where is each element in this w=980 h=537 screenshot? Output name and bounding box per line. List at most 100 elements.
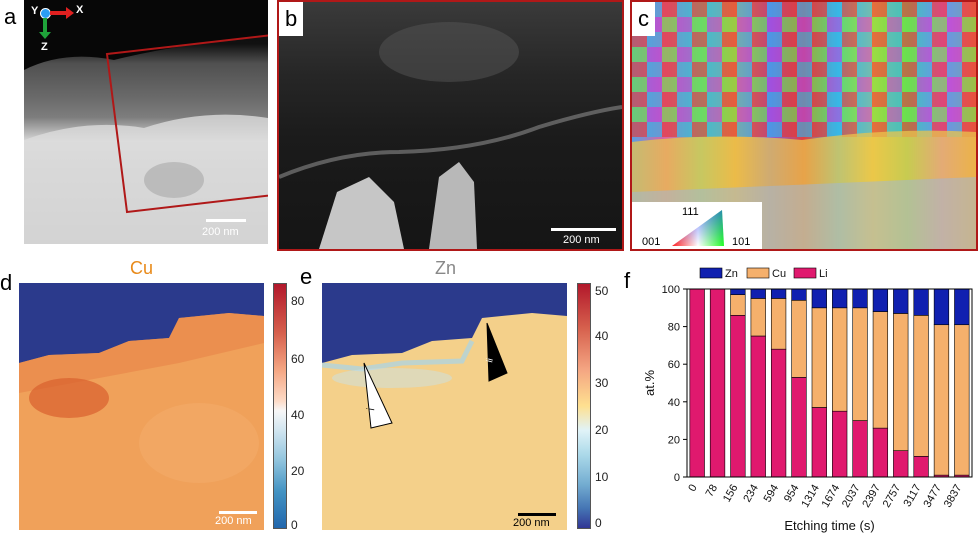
bar-cu-2037 [852,307,868,421]
panel-e-scale-label: 200 nm [513,517,550,529]
bar-cu-3117 [913,315,929,457]
bar-li-1674 [832,410,848,478]
legend-swatch-cu [746,267,770,279]
panel-a-overlay [24,0,268,244]
panel-b-scale-label: 200 nm [563,234,600,246]
bar-cu-234 [750,298,766,337]
bar-cu-594 [770,298,787,350]
bar-cu-2397 [872,311,889,429]
x-tick-label: 156 [721,483,741,505]
ipf-label-001: 001 [642,236,661,248]
panel-d-scalebar [219,511,257,514]
panel-a-stem-image: X Y Z 200 nm [24,0,268,244]
panel-e-overlay: i ii [322,283,567,429]
panel-c-orientation-map: c 111 001 101 [630,0,978,251]
bar-cu-3837 [954,324,970,476]
chart-legend: Zn Cu Li [699,267,828,280]
bar-li-1314 [811,407,827,478]
y-tick-label: 60 [668,359,680,371]
cb-d-tick-40: 40 [291,408,305,422]
y-tick-label: 20 [668,434,680,446]
wedge-ii [486,322,508,382]
x-tick-label: 78 [704,483,721,500]
panel-a-scalebar [206,219,246,222]
bar-zn-156 [730,288,746,295]
legend-label-zn: Zn [725,268,738,280]
axis-glyph: X Y Z [30,4,90,54]
cb-d-tick-80: 80 [291,294,305,308]
legend-swatch-zn [699,267,723,279]
x-tick-label: 2757 [881,483,904,510]
x-tick-label: 1314 [799,483,822,510]
bar-zn-1314 [811,288,827,309]
cb-e-tick-40: 40 [595,329,609,343]
bar-li-156 [730,315,746,478]
bar-zn-2037 [852,288,868,309]
cb-e-tick-0: 0 [595,516,602,530]
panel-e-label: e [300,264,313,289]
bar-li-954 [791,377,807,478]
panel-e-colorbar-ticks: 50 40 30 20 10 0 [595,284,609,530]
region-of-interest-box [105,34,268,214]
y-tick-label: 40 [668,397,680,409]
panel-c-label: c [632,2,655,36]
panel-a-scale-label: 200 nm [202,226,239,238]
bar-cu-1314 [811,307,827,408]
x-axis-label: Etching time (s) [784,518,874,533]
bar-zn-954 [791,288,807,301]
z-axis-arrow-head [39,32,51,39]
legend-label-li: Li [819,268,828,280]
axis-x-label: X [76,4,84,16]
x-tick-label: 3117 [901,483,923,509]
bar-li-2037 [852,420,868,478]
panel-d-colorbar [273,283,287,529]
bar-zn-3837 [954,288,970,326]
x-tick-label: 3837 [942,483,965,510]
cb-e-tick-50: 50 [595,284,609,298]
panel-e-title: Zn [435,258,457,278]
bar-zn-2757 [893,288,909,314]
bar-cu-954 [791,299,807,378]
cb-e-tick-20: 20 [595,423,609,437]
cb-d-tick-20: 20 [291,464,305,478]
y-tick-label: 100 [662,284,680,296]
y-tick-label: 80 [668,322,680,334]
ipf-triangle-icon [672,210,724,246]
bar-li-2397 [872,427,889,478]
cb-e-tick-30: 30 [595,376,609,390]
x-tick-label: 594 [762,483,782,505]
x-tick-label: 2037 [840,483,863,510]
panel-f-label: f [624,268,631,293]
panel-e-scalebar [518,513,556,516]
y-tick-label: 0 [674,472,680,484]
ipf-legend: 111 001 101 [632,202,762,249]
x-tick-label: 3477 [921,483,944,510]
panel-d-scale-label: 200 nm [215,515,252,527]
bar-cu-1674 [832,307,848,412]
bar-li-78 [709,288,726,478]
ipf-label-101: 101 [732,236,751,248]
wedge-ii-label: ii [484,357,495,363]
x-tick-label: 234 [741,483,761,505]
panel-b-label: b [279,2,304,36]
panel-e-zn-map: i ii 200 nm [322,283,567,530]
bar-zn-594 [770,288,787,299]
z-axis-arrow-icon [43,18,47,34]
x-tick-label: 2397 [860,483,883,510]
panel-d-cu-map: 200 nm [19,283,264,530]
wedge-i [363,362,393,429]
x-axis-arrow-head [66,7,74,19]
panel-a-label: a [4,4,17,29]
bar-cu-2757 [893,313,909,451]
cb-d-tick-0: 0 [291,518,298,531]
bar-li-234 [750,335,766,478]
chart-bars [689,288,970,478]
panel-f-stacked-bar-chart: Zn Cu Li 0 78 156 234 594 954131416742037239727… [642,267,973,533]
x-tick-label: 1674 [820,483,843,510]
bar-li-3117 [913,456,929,478]
axis-y-label: Y [31,5,39,17]
wedge-i-label: i [365,407,377,411]
bar-cu-3477 [933,324,950,476]
ipf-label-111: 111 [682,206,699,218]
x-tick-label: 0 [686,483,699,494]
